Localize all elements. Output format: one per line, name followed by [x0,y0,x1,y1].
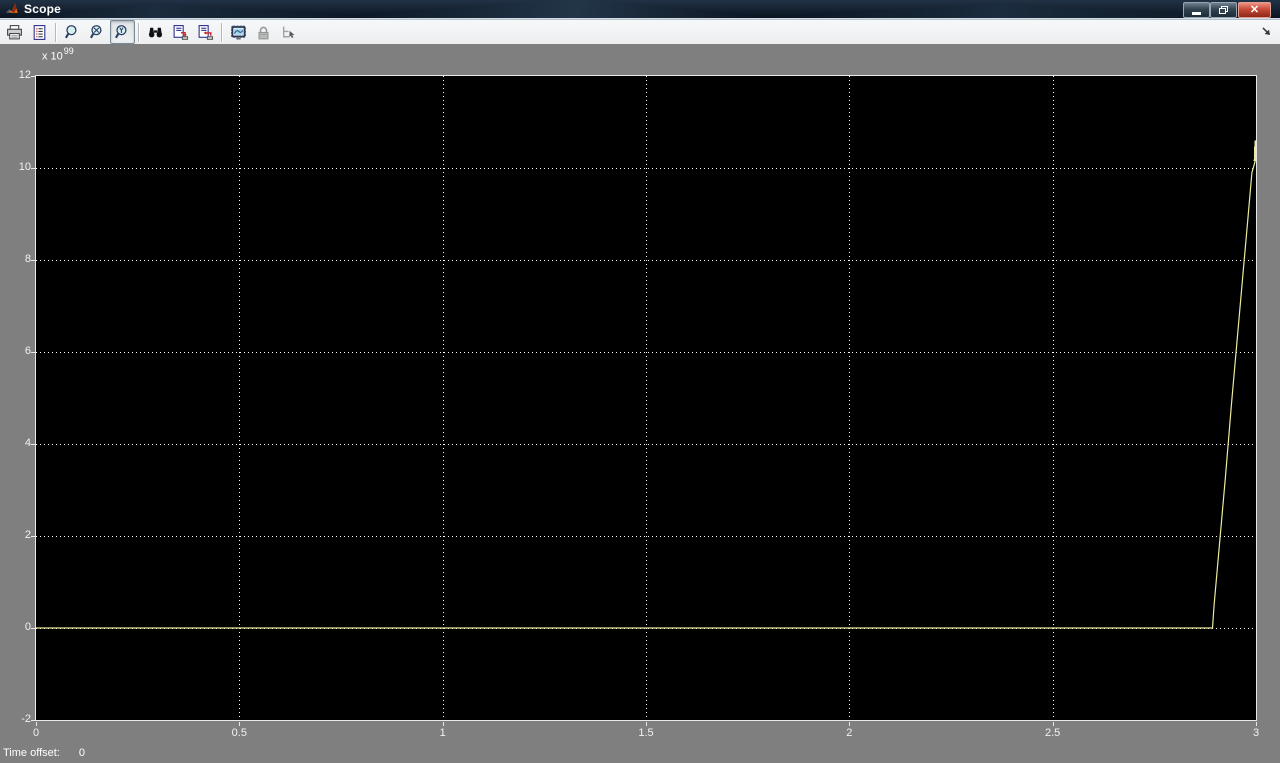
floating-scope-button[interactable] [226,20,251,44]
plot-svg [36,76,1258,720]
y-tick-mark [31,76,35,77]
x-tick-mark [36,722,37,726]
x-tick-mark [443,722,444,726]
zoom-y-icon [114,24,127,38]
y-tick-mark [31,720,35,721]
x-tick-label: 2 [846,727,853,739]
restore-button[interactable] [1210,2,1237,18]
parameters-icon [33,24,46,40]
time-offset-value: 0 [78,747,86,759]
y-tick-label: 10 [18,161,31,173]
y-tick-mark [31,536,35,537]
figure-area: x 1099 Time offset: 0 0 0.5 1 1.5 2 2.5 3 12 10 8… [0,44,1280,763]
toolbar-separator [55,22,57,42]
autoscale-button[interactable] [143,20,168,44]
y-tick-label: 0 [24,621,31,633]
parameters-button[interactable] [27,20,52,44]
printer-icon [7,24,22,39]
y-tick-label: -2 [21,713,31,725]
matlab-icon [5,3,18,13]
time-offset: Time offset: 0 [3,747,85,759]
toolbar [0,20,1280,44]
x-tick-mark [1053,722,1054,726]
zoom-button[interactable] [60,20,85,44]
dock-arrow-icon[interactable] [1258,24,1274,38]
zoom-x-icon [89,24,102,38]
signal-selection-icon [283,26,295,38]
lock-icon [258,26,269,39]
x-tick-mark [239,722,240,726]
y-tick-label: 8 [24,253,31,265]
lock-axes-button[interactable] [251,20,276,44]
y-axis-exponent-label: x 1099 [42,46,74,63]
zoom-x-button[interactable] [85,20,110,44]
x-tick-mark [1256,722,1257,726]
y-tick-mark [31,628,35,629]
zoom-icon [64,24,77,38]
y-tick-mark [31,260,35,261]
titlebar-divider [0,18,1280,20]
restore-axes-icon [198,24,214,40]
x-tick-label: 2.5 [1045,727,1061,739]
close-button[interactable]: ✕ [1238,2,1271,18]
zoom-y-button[interactable] [110,20,135,44]
signal-trace [36,140,1257,629]
x-tick-label: 0 [32,727,40,739]
print-button[interactable] [2,20,27,44]
window-title: Scope [24,2,62,16]
plot-area[interactable] [35,75,1258,721]
title-bar[interactable]: Scope ✕ [0,0,1280,18]
restore-icon [1219,6,1228,14]
x-tick-mark [646,722,647,726]
floating-scope-icon [231,25,246,40]
x-tick-label: 1 [439,727,446,739]
time-offset-label: Time offset: [3,747,60,759]
save-axes-icon [173,24,189,40]
y-tick-mark [31,352,35,353]
y-tick-label: 2 [24,529,31,541]
y-tick-mark [31,444,35,445]
close-icon: ✕ [1249,3,1260,16]
toolbar-separator [221,22,223,42]
y-tick-mark [31,168,35,169]
save-axes-button[interactable] [168,20,193,44]
restore-axes-button[interactable] [193,20,218,44]
minimize-button[interactable] [1183,2,1210,18]
x-tick-mark [849,722,850,726]
y-tick-label: 6 [24,345,31,357]
minimize-icon [1192,11,1201,15]
y-tick-label: 12 [18,69,31,81]
x-tick-label: 3 [1252,727,1260,739]
signal-selection-button[interactable] [276,20,301,44]
x-tick-label: 1.5 [638,727,654,739]
binoculars-icon [148,27,163,37]
y-tick-label: 4 [24,437,31,449]
toolbar-separator [138,22,140,42]
x-tick-label: 0.5 [231,727,247,739]
